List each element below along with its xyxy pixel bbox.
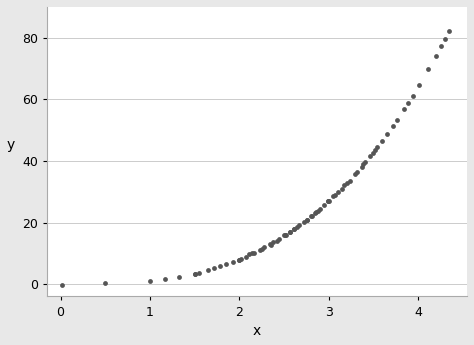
Point (286, 230, 293, 235)
Point (196, 270, 203, 276)
Point (294, 225, 301, 230)
Point (273, 238, 281, 243)
Point (432, 53, 439, 59)
Point (401, 107, 408, 112)
Point (316, 206, 324, 211)
Point (341, 183, 348, 188)
Point (383, 131, 391, 137)
Point (248, 250, 256, 256)
Point (191, 271, 199, 277)
Point (325, 198, 333, 203)
Point (346, 178, 354, 184)
Point (290, 226, 298, 231)
Point (101, 281, 109, 286)
Point (389, 123, 397, 129)
Point (404, 101, 411, 106)
Point (409, 93, 417, 99)
Point (442, 36, 449, 41)
Point (303, 217, 311, 223)
Point (245, 252, 253, 257)
Point (256, 247, 264, 253)
Point (295, 223, 303, 228)
Point (378, 138, 386, 144)
Point (331, 192, 339, 198)
Point (445, 28, 453, 33)
Point (282, 233, 290, 238)
Point (358, 165, 365, 170)
Point (269, 240, 277, 245)
Point (210, 265, 218, 270)
Point (242, 254, 250, 259)
Point (308, 213, 316, 218)
Point (275, 236, 283, 241)
Point (307, 213, 314, 219)
Point (261, 245, 268, 250)
X-axis label: x: x (253, 324, 261, 338)
Point (374, 145, 381, 150)
Point (354, 169, 361, 175)
Point (344, 180, 351, 185)
Point (162, 276, 169, 282)
Point (415, 82, 423, 88)
Point (437, 43, 444, 49)
Point (258, 247, 265, 252)
Point (250, 250, 258, 256)
Point (280, 233, 287, 238)
Point (204, 267, 212, 273)
Point (216, 264, 223, 269)
Point (312, 209, 320, 215)
Point (237, 256, 245, 262)
Point (351, 171, 358, 177)
Y-axis label: y: y (7, 138, 15, 152)
Point (58, 282, 66, 288)
Point (235, 257, 243, 263)
Point (191, 271, 199, 277)
Point (146, 278, 154, 283)
Point (235, 257, 243, 263)
Point (330, 194, 337, 199)
Point (325, 198, 332, 204)
Point (360, 161, 367, 167)
Point (311, 211, 319, 216)
Point (393, 117, 401, 122)
Point (314, 208, 321, 214)
Point (371, 148, 379, 153)
Point (229, 259, 237, 264)
Point (300, 219, 308, 225)
Point (281, 233, 289, 238)
Point (286, 229, 293, 235)
Point (267, 242, 275, 247)
Point (303, 217, 310, 223)
Point (266, 241, 273, 247)
Point (335, 189, 342, 195)
Point (320, 202, 328, 207)
Point (338, 186, 346, 191)
Point (290, 226, 298, 232)
Point (175, 275, 183, 280)
Point (366, 153, 374, 159)
Point (424, 67, 432, 72)
Point (223, 262, 230, 267)
Point (369, 150, 377, 156)
Point (361, 160, 369, 165)
Point (324, 198, 332, 204)
